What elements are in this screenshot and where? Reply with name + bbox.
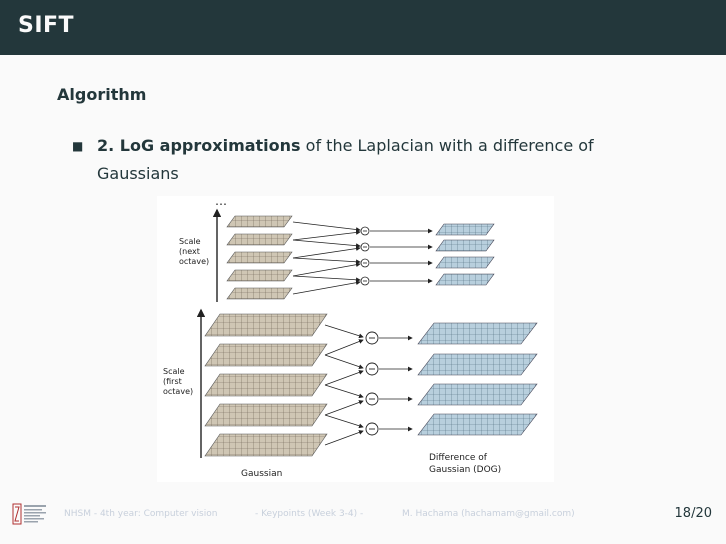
footer-course: NHSM - 4th year: Computer vision — [64, 509, 218, 519]
scale-next-label: Scale (next octave) — [179, 237, 209, 266]
first-octave-gaussians — [204, 313, 328, 457]
bullet-marker: ■ — [72, 139, 84, 153]
footer-topic: - Keypoints (Week 3-4) - — [255, 509, 364, 519]
bullet-rest: of the Laplacian with a difference of Ga… — [97, 136, 594, 183]
dog-pyramid-figure: … Scale (next octave) — [157, 196, 554, 482]
bullet-text: 2. LoG approximations of the Laplacian w… — [97, 132, 637, 188]
continuation-dots: … — [215, 196, 227, 208]
next-octave-gaussians — [226, 215, 293, 300]
dog-pyramid-diagram: … Scale (next octave) — [163, 196, 538, 479]
scale-first-label: Scale (first octave) — [163, 367, 193, 396]
page-number: 18/20 — [674, 506, 712, 521]
bullet-bold: 2. LoG approximations — [97, 136, 301, 155]
first-octave-minus-nodes — [365, 331, 379, 436]
dog-label: Difference of Gaussian (DOG) — [429, 453, 501, 475]
next-octave-minus-nodes — [360, 226, 370, 286]
next-octave-arrows — [292, 221, 433, 295]
next-octave-dog — [435, 223, 495, 286]
block-title: Algorithm — [57, 85, 147, 104]
first-octave-dog — [417, 322, 538, 436]
slide-title: SIFT — [18, 13, 75, 38]
gaussian-label: Gaussian — [241, 469, 282, 479]
footer-author: M. Hachama (hachamam@gmail.com) — [402, 509, 575, 519]
nhsm-logo-icon — [12, 503, 46, 525]
slide-header: SIFT — [0, 0, 726, 55]
first-octave-arrows — [324, 324, 413, 446]
